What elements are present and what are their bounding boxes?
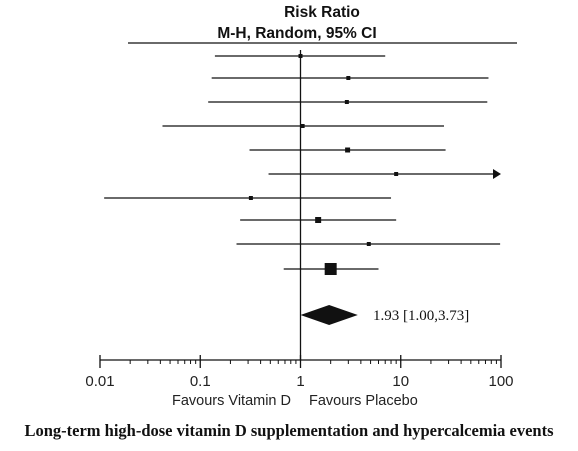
point-estimate bbox=[344, 100, 349, 104]
favours-left-label: Favours Vitamin D bbox=[172, 393, 291, 409]
x-tick-label: 10 bbox=[392, 373, 409, 390]
x-tick-label: 100 bbox=[488, 373, 513, 390]
point-estimate bbox=[366, 242, 371, 246]
point-estimate bbox=[346, 76, 351, 80]
chart-title: Risk Ratio bbox=[284, 4, 360, 21]
x-tick-label: 0.1 bbox=[190, 373, 211, 390]
chart-subtitle: M-H, Random, 95% CI bbox=[217, 25, 376, 42]
pooled-layer: 1.93 [1.00,3.73] bbox=[300, 305, 469, 325]
point-estimate bbox=[324, 263, 337, 275]
x-tick-label: 1 bbox=[296, 373, 304, 390]
point-estimate bbox=[248, 196, 253, 200]
point-estimate bbox=[315, 217, 322, 223]
point-estimate bbox=[300, 124, 305, 128]
ticks-layer: 0.01 0.1 1 10 100 bbox=[85, 355, 514, 390]
ci-arrow bbox=[493, 169, 501, 179]
studies-layer bbox=[104, 54, 501, 275]
point-estimate bbox=[345, 147, 351, 153]
point-estimate bbox=[394, 172, 399, 176]
pooled-estimate-label: 1.93 [1.00,3.73] bbox=[373, 308, 469, 324]
x-tick-label: 0.01 bbox=[85, 373, 114, 390]
favours-right-label: Favours Placebo bbox=[309, 393, 418, 409]
figure-caption: Long-term high-dose vitamin D supplement… bbox=[24, 421, 554, 440]
pooled-diamond bbox=[300, 305, 358, 325]
